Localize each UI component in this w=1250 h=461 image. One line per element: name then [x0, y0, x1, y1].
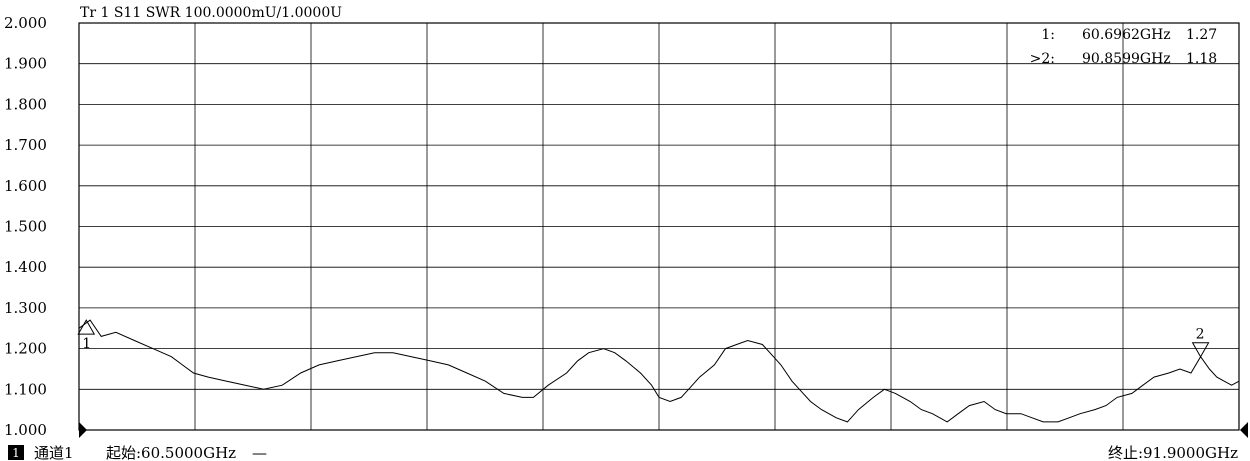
- channel-badge-number: 1: [12, 446, 20, 460]
- grid: [79, 23, 1239, 430]
- stop-frequency[interactable]: 终止:91.9000GHz: [1108, 444, 1238, 461]
- marker-readout: 1: 60.6962GHz 1.27 >2: 90.8599GHz 1.18: [1030, 27, 1218, 67]
- marker-readout-prefix: 1:: [1041, 27, 1055, 43]
- marker-1-label: 1: [82, 336, 91, 352]
- marker-readout-value: 1.18: [1186, 51, 1217, 67]
- y-tick-label: 1.400: [4, 258, 47, 276]
- start-frequency[interactable]: 起始:60.5000GHz: [106, 444, 236, 461]
- plot-frame: [78, 22, 1240, 431]
- y-tick-label: 1.000: [4, 421, 47, 439]
- trace-line: [78, 319, 1240, 423]
- y-tick-label: 1.200: [4, 340, 47, 358]
- y-tick-labels: 2.000 1.900 1.800 1.700 1.600 1.500 1.400 1.300…: [4, 14, 47, 439]
- y-tick-label: 1.700: [4, 136, 47, 154]
- y-tick-label: 1.300: [4, 299, 47, 317]
- y-tick-label: 1.600: [4, 177, 47, 195]
- start-arrow-icon: [79, 422, 87, 438]
- marker-readout-prefix: >2:: [1030, 51, 1055, 67]
- y-tick-label: 1.100: [4, 380, 47, 398]
- trace-header: Tr 1 S11 SWR 100.0000mU/1.0000U: [80, 5, 342, 21]
- marker-1-triangle-icon[interactable]: [77, 319, 96, 335]
- marker-readout-value: 1.27: [1186, 27, 1217, 43]
- y-tick-label: 1.800: [4, 95, 47, 113]
- marker-2-label: 2: [1196, 327, 1205, 343]
- y-tick-label: 1.500: [4, 218, 47, 236]
- y-tick-label: 1.900: [4, 55, 47, 73]
- marker-readout-frequency: 90.8599GHz: [1082, 51, 1171, 67]
- marker-readout-frequency: 60.6962GHz: [1082, 27, 1171, 43]
- channel-badge[interactable]: [8, 445, 24, 460]
- footer-dash: —: [252, 444, 267, 461]
- y-tick-label: 2.000: [4, 14, 47, 32]
- marker-glyphs: 12: [77, 319, 1210, 358]
- stop-arrow-icon: [1240, 422, 1248, 438]
- marker-2-triangle-icon[interactable]: [1191, 342, 1210, 358]
- channel-label[interactable]: 通道1: [34, 444, 74, 461]
